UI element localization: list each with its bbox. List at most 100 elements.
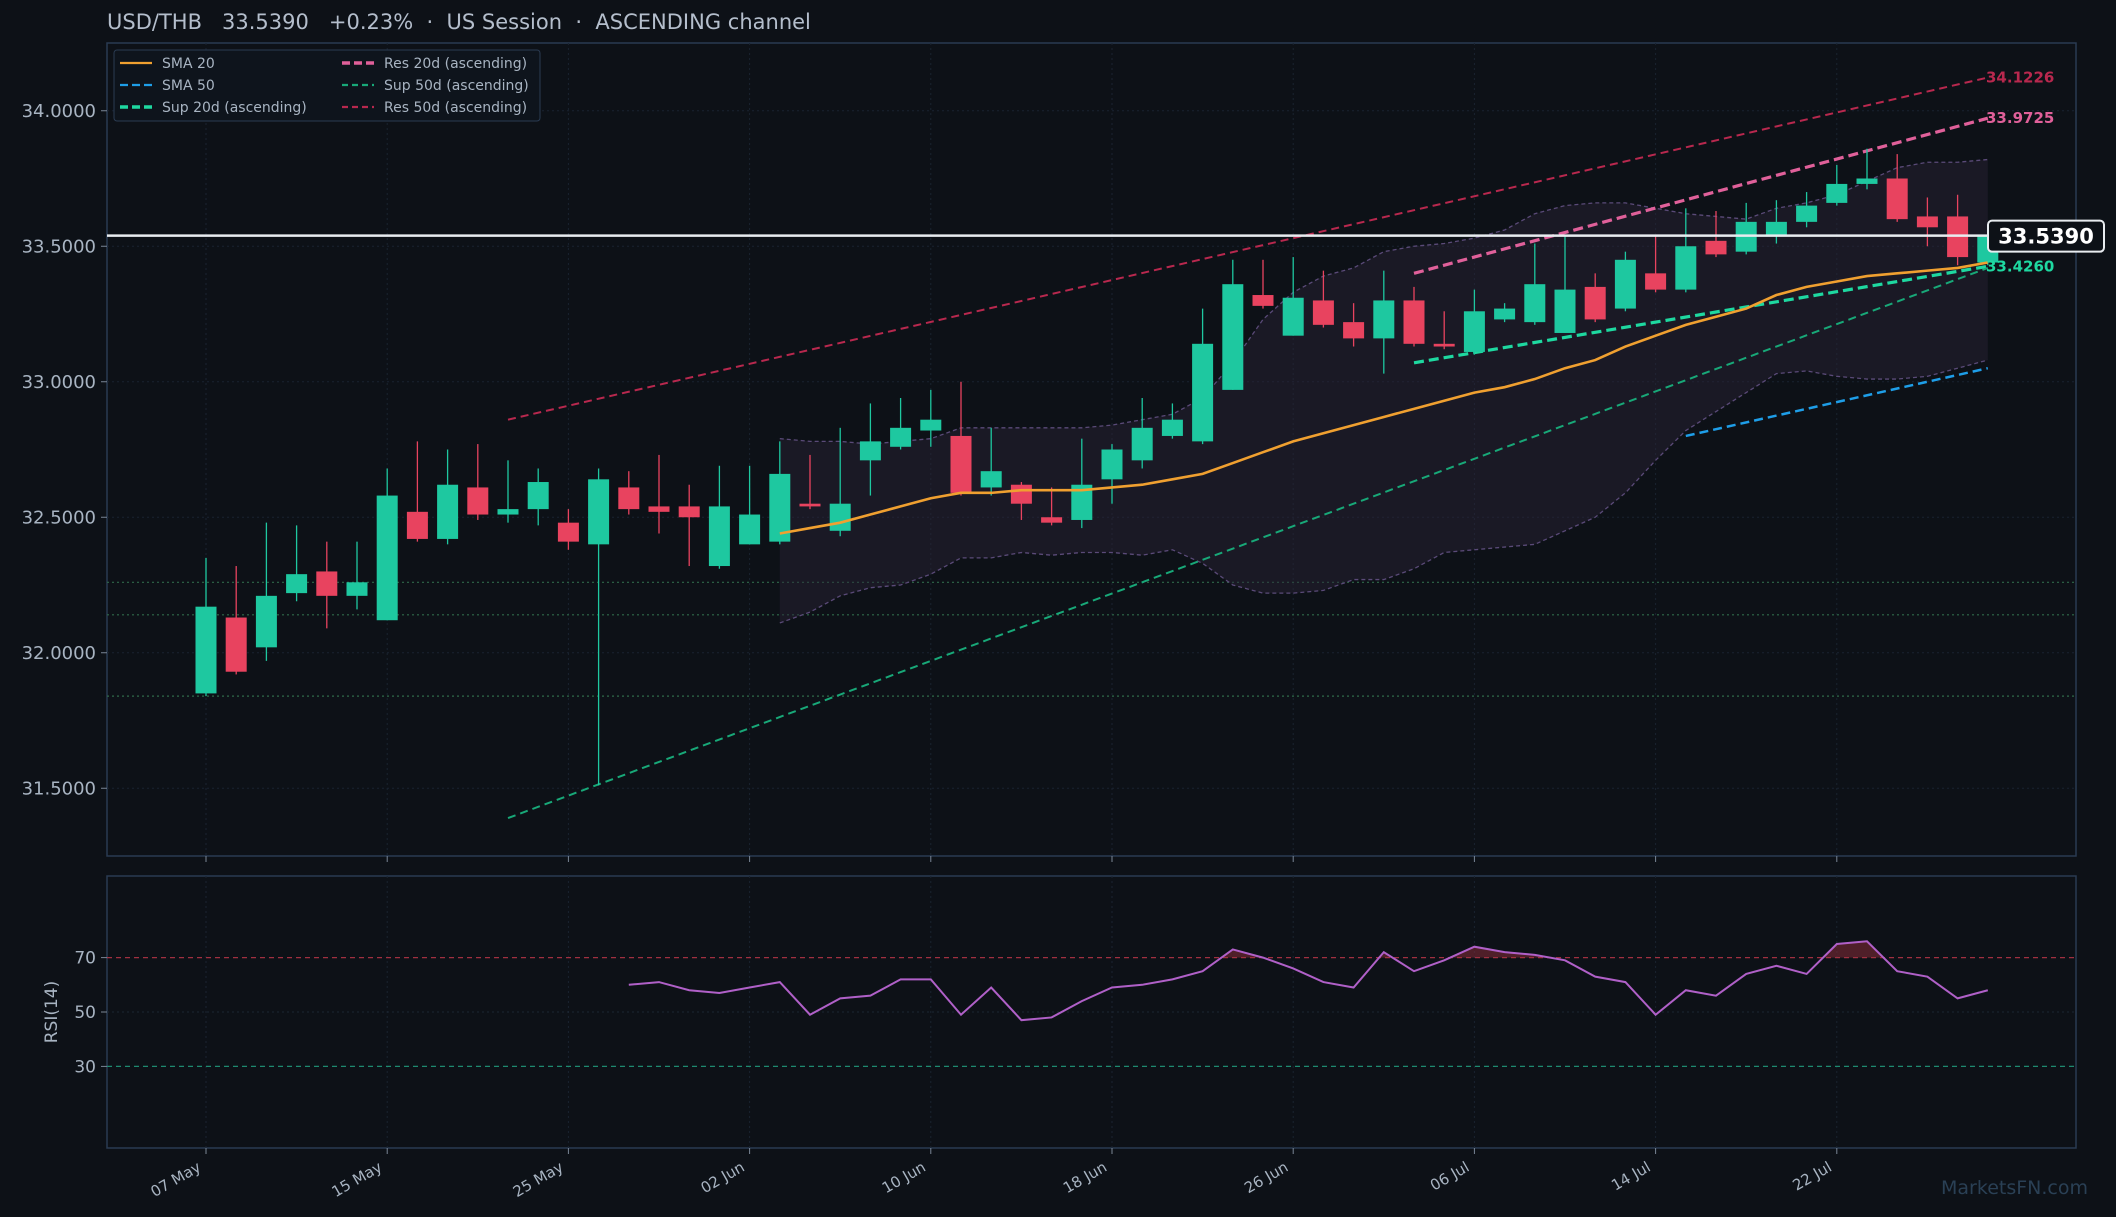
trendline-sup20 <box>1413 264 1989 365</box>
candle-body <box>588 479 610 545</box>
x-tick-label: 25 May <box>510 1158 567 1201</box>
candle-body <box>1765 221 1787 236</box>
x-tick-label: 22 Jul <box>1789 1158 1834 1195</box>
candle-body <box>1161 419 1183 436</box>
candle-body <box>225 617 247 672</box>
last-price-box <box>1987 219 2105 253</box>
candle-body <box>1614 259 1636 309</box>
candle <box>1614 251 1636 312</box>
candle-body <box>1826 183 1848 203</box>
candle-body <box>1252 295 1274 306</box>
candle-body <box>316 571 338 596</box>
candle <box>1192 308 1214 445</box>
candle <box>1554 235 1576 333</box>
candle-body <box>1856 178 1878 184</box>
candle <box>1403 286 1425 347</box>
candle <box>1433 311 1455 350</box>
candle <box>1101 444 1123 504</box>
candle <box>286 525 308 602</box>
legend-label: Sup 50d (ascending) <box>384 78 529 94</box>
rsi-overbought-fill <box>1474 946 1505 958</box>
candle <box>1161 403 1183 439</box>
watermark: MarketsFN.com <box>1941 1177 2088 1199</box>
candle-body <box>1524 284 1546 323</box>
candle <box>769 441 791 545</box>
sma20-line <box>779 261 1989 535</box>
rsi-line <box>628 940 1989 1022</box>
x-tick-label: 10 Jun <box>879 1158 929 1197</box>
legend-label: Res 20d (ascending) <box>384 56 527 72</box>
legend: SMA 20 SMA 50 Sup 20d (ascending) Res 20d (… <box>113 49 541 122</box>
candle <box>1705 211 1727 258</box>
sma50-line <box>1685 366 1989 438</box>
candle <box>1131 398 1153 469</box>
legend-box <box>113 49 541 122</box>
trendline-res50 <box>507 76 1989 421</box>
candle <box>708 465 730 569</box>
candle <box>195 557 217 697</box>
candle-body <box>1373 300 1395 339</box>
candle-body <box>1675 246 1697 290</box>
candle-body <box>829 503 851 531</box>
candle-body <box>527 482 549 510</box>
legend-label: SMA 50 <box>162 78 215 94</box>
candle <box>739 465 761 545</box>
candle-body <box>1010 484 1032 504</box>
candle <box>1252 259 1274 309</box>
candle <box>467 444 489 520</box>
candle <box>950 381 972 496</box>
candle <box>406 441 428 542</box>
candle-body <box>1645 273 1667 290</box>
candle <box>497 460 519 523</box>
candle <box>1373 270 1395 374</box>
candle <box>1463 289 1485 355</box>
candle-body <box>859 441 881 461</box>
candle-body <box>195 606 217 694</box>
candle-body <box>920 419 942 431</box>
candle <box>1856 148 1878 190</box>
candle <box>1886 154 1908 222</box>
candle-body <box>1584 286 1606 320</box>
candle-body <box>950 435 972 493</box>
candle <box>1796 192 1818 228</box>
candle-body <box>1312 300 1334 325</box>
trendline-res20 <box>1413 116 1989 275</box>
candle-body <box>467 487 489 515</box>
candle <box>1343 303 1365 347</box>
candle-body <box>799 503 821 507</box>
candle-body <box>1343 322 1365 339</box>
candle-body <box>1433 343 1455 347</box>
candle-body <box>618 487 640 510</box>
rsi-overbought-fill <box>1836 941 1867 958</box>
candle <box>1222 259 1244 390</box>
x-tick-label: 14 Jul <box>1608 1158 1653 1195</box>
y-tick-label: 31.5000 <box>22 778 96 799</box>
candle <box>1645 235 1667 293</box>
y-tick-label: 33.0000 <box>22 372 96 393</box>
trendline-label-res50: 34.1226 <box>1986 69 2054 87</box>
candle <box>859 403 881 496</box>
candle-body <box>437 484 459 539</box>
candle <box>437 449 459 545</box>
candle <box>1524 243 1546 325</box>
candle-body <box>648 506 670 512</box>
candle-body <box>1403 300 1425 344</box>
candle-body <box>1071 484 1093 520</box>
candle-body <box>980 471 1002 488</box>
y-tick-label: 33.5000 <box>22 236 96 257</box>
candle <box>316 541 338 629</box>
candle <box>1916 197 1938 247</box>
candle-body <box>1796 205 1818 222</box>
last-price-label: 33.5390 <box>1998 225 2094 249</box>
x-tick-label: 18 Jun <box>1060 1158 1110 1197</box>
candle <box>1675 208 1697 293</box>
rsi-y-tick-label: 70 <box>74 949 96 969</box>
x-tick-label: 07 May <box>147 1158 204 1201</box>
candle-body <box>1916 216 1938 228</box>
candle <box>1312 270 1334 328</box>
x-tick-label: 15 May <box>329 1158 386 1201</box>
candle-body <box>286 574 308 594</box>
candle-body <box>739 514 761 545</box>
candle <box>618 471 640 515</box>
